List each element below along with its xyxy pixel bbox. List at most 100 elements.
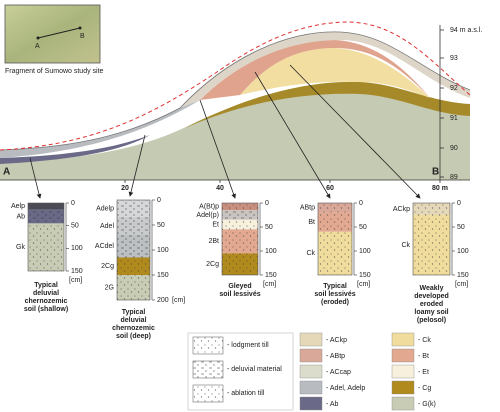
- horizon-texture: [222, 210, 258, 220]
- depth-label: 100: [265, 248, 277, 255]
- elevation-label: 93: [450, 55, 458, 62]
- profile-caption: Weakly: [420, 285, 444, 292]
- horizon-texture: [222, 229, 258, 254]
- horizon-label: Aelp: [11, 203, 25, 210]
- profile-caption: developed: [414, 293, 449, 300]
- profile-caption: Typical: [122, 309, 146, 316]
- legend-swatch: [391, 380, 415, 395]
- depth-unit: [cm]: [69, 277, 82, 284]
- horizon-texture: [413, 203, 450, 215]
- legend-label: - Cg: [418, 385, 431, 392]
- horizon-texture: [318, 212, 352, 232]
- legend-label: - deluvial material: [227, 366, 282, 373]
- depth-label: 100: [157, 247, 169, 254]
- legend-label: - Adel, Adelp: [326, 385, 365, 392]
- distance-label: 20: [121, 185, 129, 192]
- depth-label: 0: [457, 200, 461, 207]
- distance-label: 80 m: [432, 185, 448, 192]
- horizon-texture: [222, 253, 258, 275]
- horizon-texture: [117, 275, 150, 300]
- inset-label: B: [80, 33, 85, 40]
- horizon-texture: [117, 235, 150, 258]
- depth-label: 50: [71, 223, 79, 230]
- profile-caption: chernozemic: [25, 298, 68, 305]
- depth-label: 0: [265, 200, 269, 207]
- elevation-label: 89: [450, 174, 458, 181]
- depth-unit: [cm]: [455, 281, 468, 288]
- horizon-label: A(Bt)p: [199, 203, 219, 210]
- depth-unit: [cm]: [172, 297, 185, 304]
- legend-label: - ABtp: [326, 353, 345, 360]
- horizon-label: ACdel: [95, 243, 115, 250]
- depth-label: 150: [457, 272, 469, 279]
- inset-point: [78, 26, 82, 30]
- legend-swatch: [299, 380, 323, 395]
- horizon-texture: [117, 217, 150, 235]
- horizon-label: 2Cg: [101, 263, 114, 270]
- depth-label: 50: [157, 222, 165, 229]
- profile-frame: [221, 202, 259, 276]
- profile-caption: eroded: [420, 301, 443, 308]
- legend-swatch: [299, 364, 323, 379]
- distance-label: 40: [216, 185, 224, 192]
- horizon-label: Ck: [401, 242, 410, 249]
- profile-caption: Gleyed: [228, 283, 251, 290]
- legend-swatch: [391, 364, 415, 379]
- profile-caption: (eroded): [321, 299, 349, 306]
- horizon-texture: [318, 231, 352, 275]
- profile-caption: (pelosol): [417, 317, 446, 324]
- horizon-texture: [28, 223, 64, 271]
- horizon-label: Ab: [16, 213, 25, 220]
- depth-label: 150: [71, 268, 83, 275]
- depth-label: 0: [71, 200, 75, 207]
- profile-frame: [27, 202, 65, 272]
- profile-caption: chernozemic: [112, 325, 155, 332]
- legend-label: - G(k): [418, 401, 436, 408]
- depth-label: 50: [359, 224, 367, 231]
- horizon-texture: [117, 257, 150, 275]
- depth-label: 50: [457, 224, 465, 231]
- legend-swatch: [391, 396, 415, 411]
- legend-label: - Et: [418, 369, 429, 376]
- horizon-label: ACkp: [393, 206, 410, 213]
- elevation-label: 91: [450, 115, 458, 122]
- horizon-label: 2G: [105, 284, 114, 291]
- horizon-label: Adel: [100, 223, 114, 230]
- depth-label: 100: [71, 245, 83, 252]
- arrows: [29, 64, 421, 199]
- depth-label: 150: [157, 272, 169, 279]
- horizon-label: Et: [212, 221, 219, 228]
- horizon-texture: [413, 215, 450, 275]
- legend-label: - ablation till: [227, 390, 265, 397]
- inset-label: A: [35, 43, 40, 50]
- profile-caption: Typical: [34, 282, 58, 289]
- horizon-texture: [28, 209, 64, 224]
- section-end: A: [3, 167, 10, 178]
- legend-label: - Bt: [418, 353, 429, 360]
- horizon-label: Bt: [308, 219, 315, 226]
- horizon-label: 2Bt: [208, 238, 219, 245]
- horizon-texture: [222, 203, 258, 211]
- inset-photo: [4, 4, 101, 64]
- inset-caption: Fragment of Sumowo study site: [5, 68, 104, 75]
- legend: [187, 332, 294, 411]
- legend-swatch: [391, 332, 415, 347]
- inset-transect: [37, 27, 81, 39]
- section-end: B: [432, 167, 439, 178]
- depth-unit: [cm]: [263, 281, 276, 288]
- depth-label: 0: [359, 200, 363, 207]
- horizon-label: Gk: [16, 244, 25, 251]
- profile-frame: [116, 199, 151, 301]
- horizon-label: 2Cg: [206, 261, 219, 268]
- depth-label: 50: [265, 224, 273, 231]
- profile-frame: [317, 202, 353, 276]
- depth-label: 100: [457, 248, 469, 255]
- profile-caption: loamy soil: [414, 309, 448, 316]
- horizon-label: Ck: [306, 250, 315, 257]
- legend-label: - Ck: [418, 337, 431, 344]
- profile-caption: soil lessivés: [219, 291, 260, 298]
- profile-caption: deluvial: [120, 317, 146, 324]
- depth-label: 0: [157, 197, 161, 204]
- horizon-texture: [117, 200, 150, 218]
